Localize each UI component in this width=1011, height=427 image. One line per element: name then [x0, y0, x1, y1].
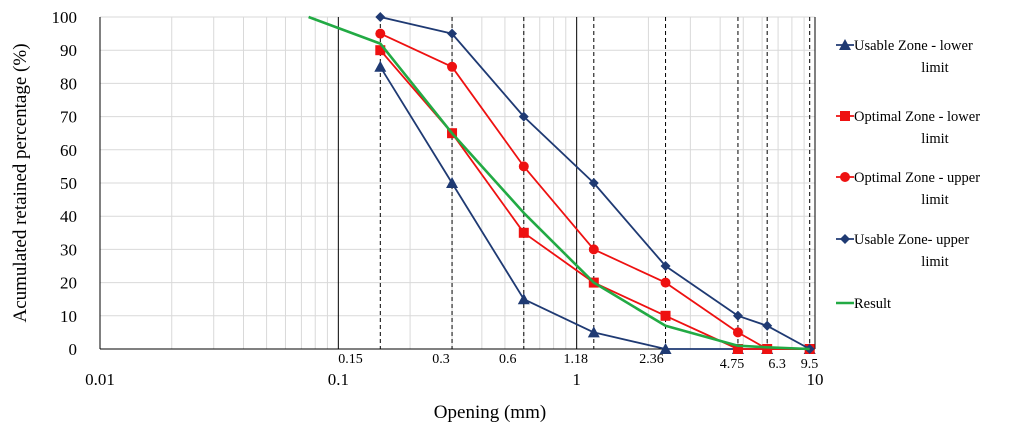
data-point-diamond [588, 178, 599, 188]
data-point-diamond [660, 261, 671, 271]
y-tick-label: 60 [60, 141, 77, 160]
legend-label-continued: limit [921, 192, 948, 208]
data-point-triangle [517, 293, 530, 305]
data-point-diamond [375, 12, 386, 22]
data-point-circle [447, 61, 458, 72]
legend-label-continued: limit [921, 254, 948, 270]
legend-label: Result [854, 296, 891, 312]
y-tick-label: 10 [60, 307, 77, 326]
sieve-size-label: 0.15 [338, 352, 363, 367]
legend-label: Optimal Zone - upper [854, 170, 980, 186]
y-axis-title: Acumulated retained percentage (%) [10, 43, 31, 322]
data-point-diamond [732, 310, 743, 321]
data-point-circle [732, 327, 743, 338]
sieve-size-label: 1.18 [564, 352, 589, 367]
data-point-triangle [446, 177, 459, 188]
data-point-triangle [839, 39, 851, 50]
y-tick-label: 20 [60, 274, 77, 293]
y-tick-label: 50 [60, 174, 77, 193]
data-point-diamond [762, 320, 773, 331]
series-result [308, 15, 810, 351]
legend-label-continued: limit [921, 131, 948, 147]
legend-label: Usable Zone - lower [854, 38, 973, 54]
y-tick-label: 100 [52, 8, 78, 27]
data-point-diamond [518, 111, 529, 122]
sieve-size-label: 0.6 [499, 352, 517, 367]
sieve-size-label: 4.75 [720, 357, 745, 372]
legend-label-continued: limit [921, 60, 948, 76]
data-point-circle [762, 344, 773, 354]
series [308, 12, 816, 354]
y-tick-label: 0 [69, 340, 78, 359]
legend-label: Usable Zone- upper [854, 232, 969, 248]
y-tick-label: 90 [60, 41, 77, 60]
data-point-diamond [447, 28, 458, 39]
data-point-circle [660, 277, 671, 288]
series-usable-zone-lower-limit [374, 60, 816, 354]
data-point-square [660, 310, 671, 321]
y-tick-label: 30 [60, 240, 77, 259]
legend-label: Optimal Zone - lower [854, 109, 980, 125]
series-line [379, 32, 810, 350]
data-point-circle [840, 172, 850, 182]
x-axis-title: Opening (mm) [434, 402, 546, 423]
legend: Usable Zone - lower limit Optimal Zone - l… [836, 38, 980, 312]
sieve-size-label: 2.36 [639, 352, 664, 367]
sieve-size-label: 0.3 [432, 352, 450, 367]
y-tick-label: 40 [60, 207, 77, 226]
series-optimal-zone-upper-limit [375, 28, 815, 354]
tick-labels: 0 10 20 30 40 50 60 70 80 90 100 0.01 0.1 1 10 0.15 0.3 0… [52, 8, 824, 389]
sieve-size-label: 9.5 [801, 357, 819, 372]
x-tick-label: 1 [572, 370, 581, 389]
data-point-square [732, 344, 743, 354]
data-point-circle [588, 244, 599, 255]
data-point-square [840, 111, 850, 121]
x-tick-label: 0.1 [328, 370, 349, 389]
series-optimal-zone-lower-limit [375, 45, 815, 354]
data-point-circle [518, 161, 529, 172]
grid [99, 16, 816, 350]
data-point-square [375, 45, 386, 56]
series-line [379, 49, 810, 350]
x-tick-label: 10 [807, 370, 824, 389]
data-point-diamond [840, 234, 850, 244]
sieve-size-label: 6.3 [768, 357, 786, 372]
data-point-triangle [374, 60, 387, 72]
series-line [308, 15, 810, 351]
data-point-square [518, 227, 529, 238]
x-tick-label: 0.01 [85, 370, 115, 389]
series-line [379, 66, 810, 350]
y-tick-label: 80 [60, 74, 77, 93]
data-point-triangle [587, 326, 600, 338]
y-tick-label: 70 [60, 108, 77, 127]
data-point-circle [375, 28, 386, 39]
series-line [380, 16, 811, 350]
data-point-triangle [659, 343, 672, 354]
